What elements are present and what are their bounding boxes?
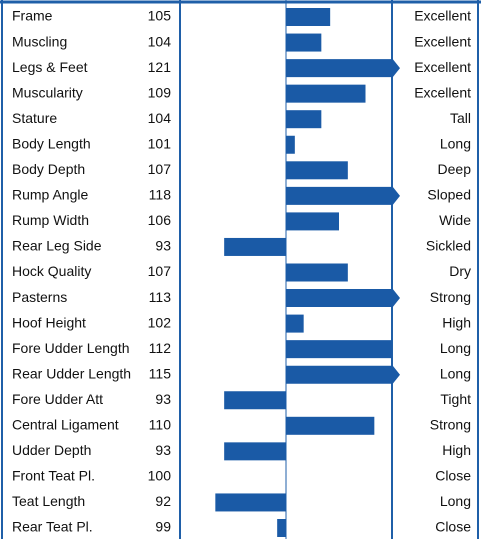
trait-name: Muscling	[12, 33, 67, 49]
bar	[286, 314, 304, 333]
trait-descriptor: Tall	[450, 110, 471, 126]
bar	[286, 58, 400, 79]
bar	[286, 8, 331, 26]
trait-name: Rear Teat Pl.	[12, 519, 93, 535]
trait-value: 107	[148, 161, 172, 177]
trait-descriptor: Wide	[439, 212, 471, 228]
bar	[286, 416, 375, 435]
trait-descriptor: Sickled	[426, 238, 471, 254]
bar	[286, 340, 392, 359]
bar	[224, 237, 286, 256]
trait-name: Hock Quality	[12, 263, 91, 279]
trait-descriptor: Dry	[449, 263, 471, 279]
trait-name: Fore Udder Att	[12, 391, 103, 407]
trait-value: 100	[148, 468, 172, 484]
trait-value: 105	[148, 8, 172, 24]
trait-descriptor: Excellent	[414, 33, 471, 49]
trait-value: 93	[155, 238, 171, 254]
trait-value: 102	[148, 314, 172, 330]
bar	[286, 263, 348, 282]
trait-value: 93	[155, 442, 171, 458]
bar	[224, 442, 286, 461]
trait-descriptor: Strong	[430, 417, 471, 433]
trait-descriptor: Close	[435, 519, 471, 535]
trait-name: Rump Width	[12, 212, 89, 228]
trait-value: 121	[148, 59, 172, 75]
bar	[224, 391, 286, 410]
trait-name: Pasterns	[12, 289, 67, 305]
trait-name: Stature	[12, 110, 57, 126]
trait-value: 115	[149, 365, 172, 381]
trait-name: Teat Length	[12, 493, 85, 509]
trait-descriptor: Strong	[430, 289, 471, 305]
trait-name: Udder Depth	[12, 442, 91, 458]
trait-value: 109	[148, 84, 172, 100]
trait-name: Rump Angle	[12, 187, 88, 203]
trait-name: Muscularity	[12, 84, 83, 100]
bar	[286, 110, 322, 129]
trait-name: Frame	[12, 8, 53, 24]
trait-value: 107	[148, 263, 172, 279]
bar	[286, 161, 348, 180]
bar	[286, 212, 339, 231]
trait-descriptor: Excellent	[414, 8, 471, 24]
trait-descriptor: Tight	[440, 391, 471, 407]
trait-name: Central Ligament	[12, 417, 119, 433]
trait-name: Fore Udder Length	[12, 340, 130, 356]
bar	[286, 33, 322, 52]
trait-value: 101	[148, 135, 172, 151]
trait-descriptor: High	[442, 314, 471, 330]
trait-descriptor: Long	[440, 135, 471, 151]
bar	[286, 185, 400, 206]
trait-value: 104	[148, 33, 172, 49]
trait-descriptor: Deep	[438, 161, 472, 177]
trait-name: Rear Udder Length	[12, 365, 131, 381]
trait-value: 113	[149, 289, 172, 305]
bar	[286, 84, 366, 103]
bar	[286, 288, 400, 309]
bar	[286, 135, 295, 154]
trait-descriptor: Long	[440, 365, 471, 381]
trait-name: Hoof Height	[12, 314, 86, 330]
trait-descriptor: Close	[435, 468, 471, 484]
bar	[286, 364, 400, 385]
trait-value: 112	[149, 340, 172, 356]
trait-descriptor: High	[442, 442, 471, 458]
trait-descriptor: Long	[440, 340, 471, 356]
trait-value: 118	[149, 187, 172, 203]
trait-name: Body Depth	[12, 161, 85, 177]
trait-name: Front Teat Pl.	[12, 468, 95, 484]
trait-value: 92	[155, 493, 171, 509]
trait-descriptor: Long	[440, 493, 471, 509]
bar	[277, 519, 286, 537]
trait-value: 99	[155, 519, 171, 535]
trait-name: Rear Leg Side	[12, 238, 102, 254]
trait-value: 106	[148, 212, 172, 228]
trait-value: 93	[155, 391, 171, 407]
trait-descriptor: Excellent	[414, 84, 471, 100]
trait-name: Body Length	[12, 135, 91, 151]
bar	[215, 493, 286, 512]
trait-descriptor: Excellent	[414, 59, 471, 75]
trait-value: 104	[148, 110, 172, 126]
trait-value: 110	[149, 417, 172, 433]
trait-name: Legs & Feet	[12, 59, 88, 75]
trait-descriptor: Sloped	[427, 187, 471, 203]
